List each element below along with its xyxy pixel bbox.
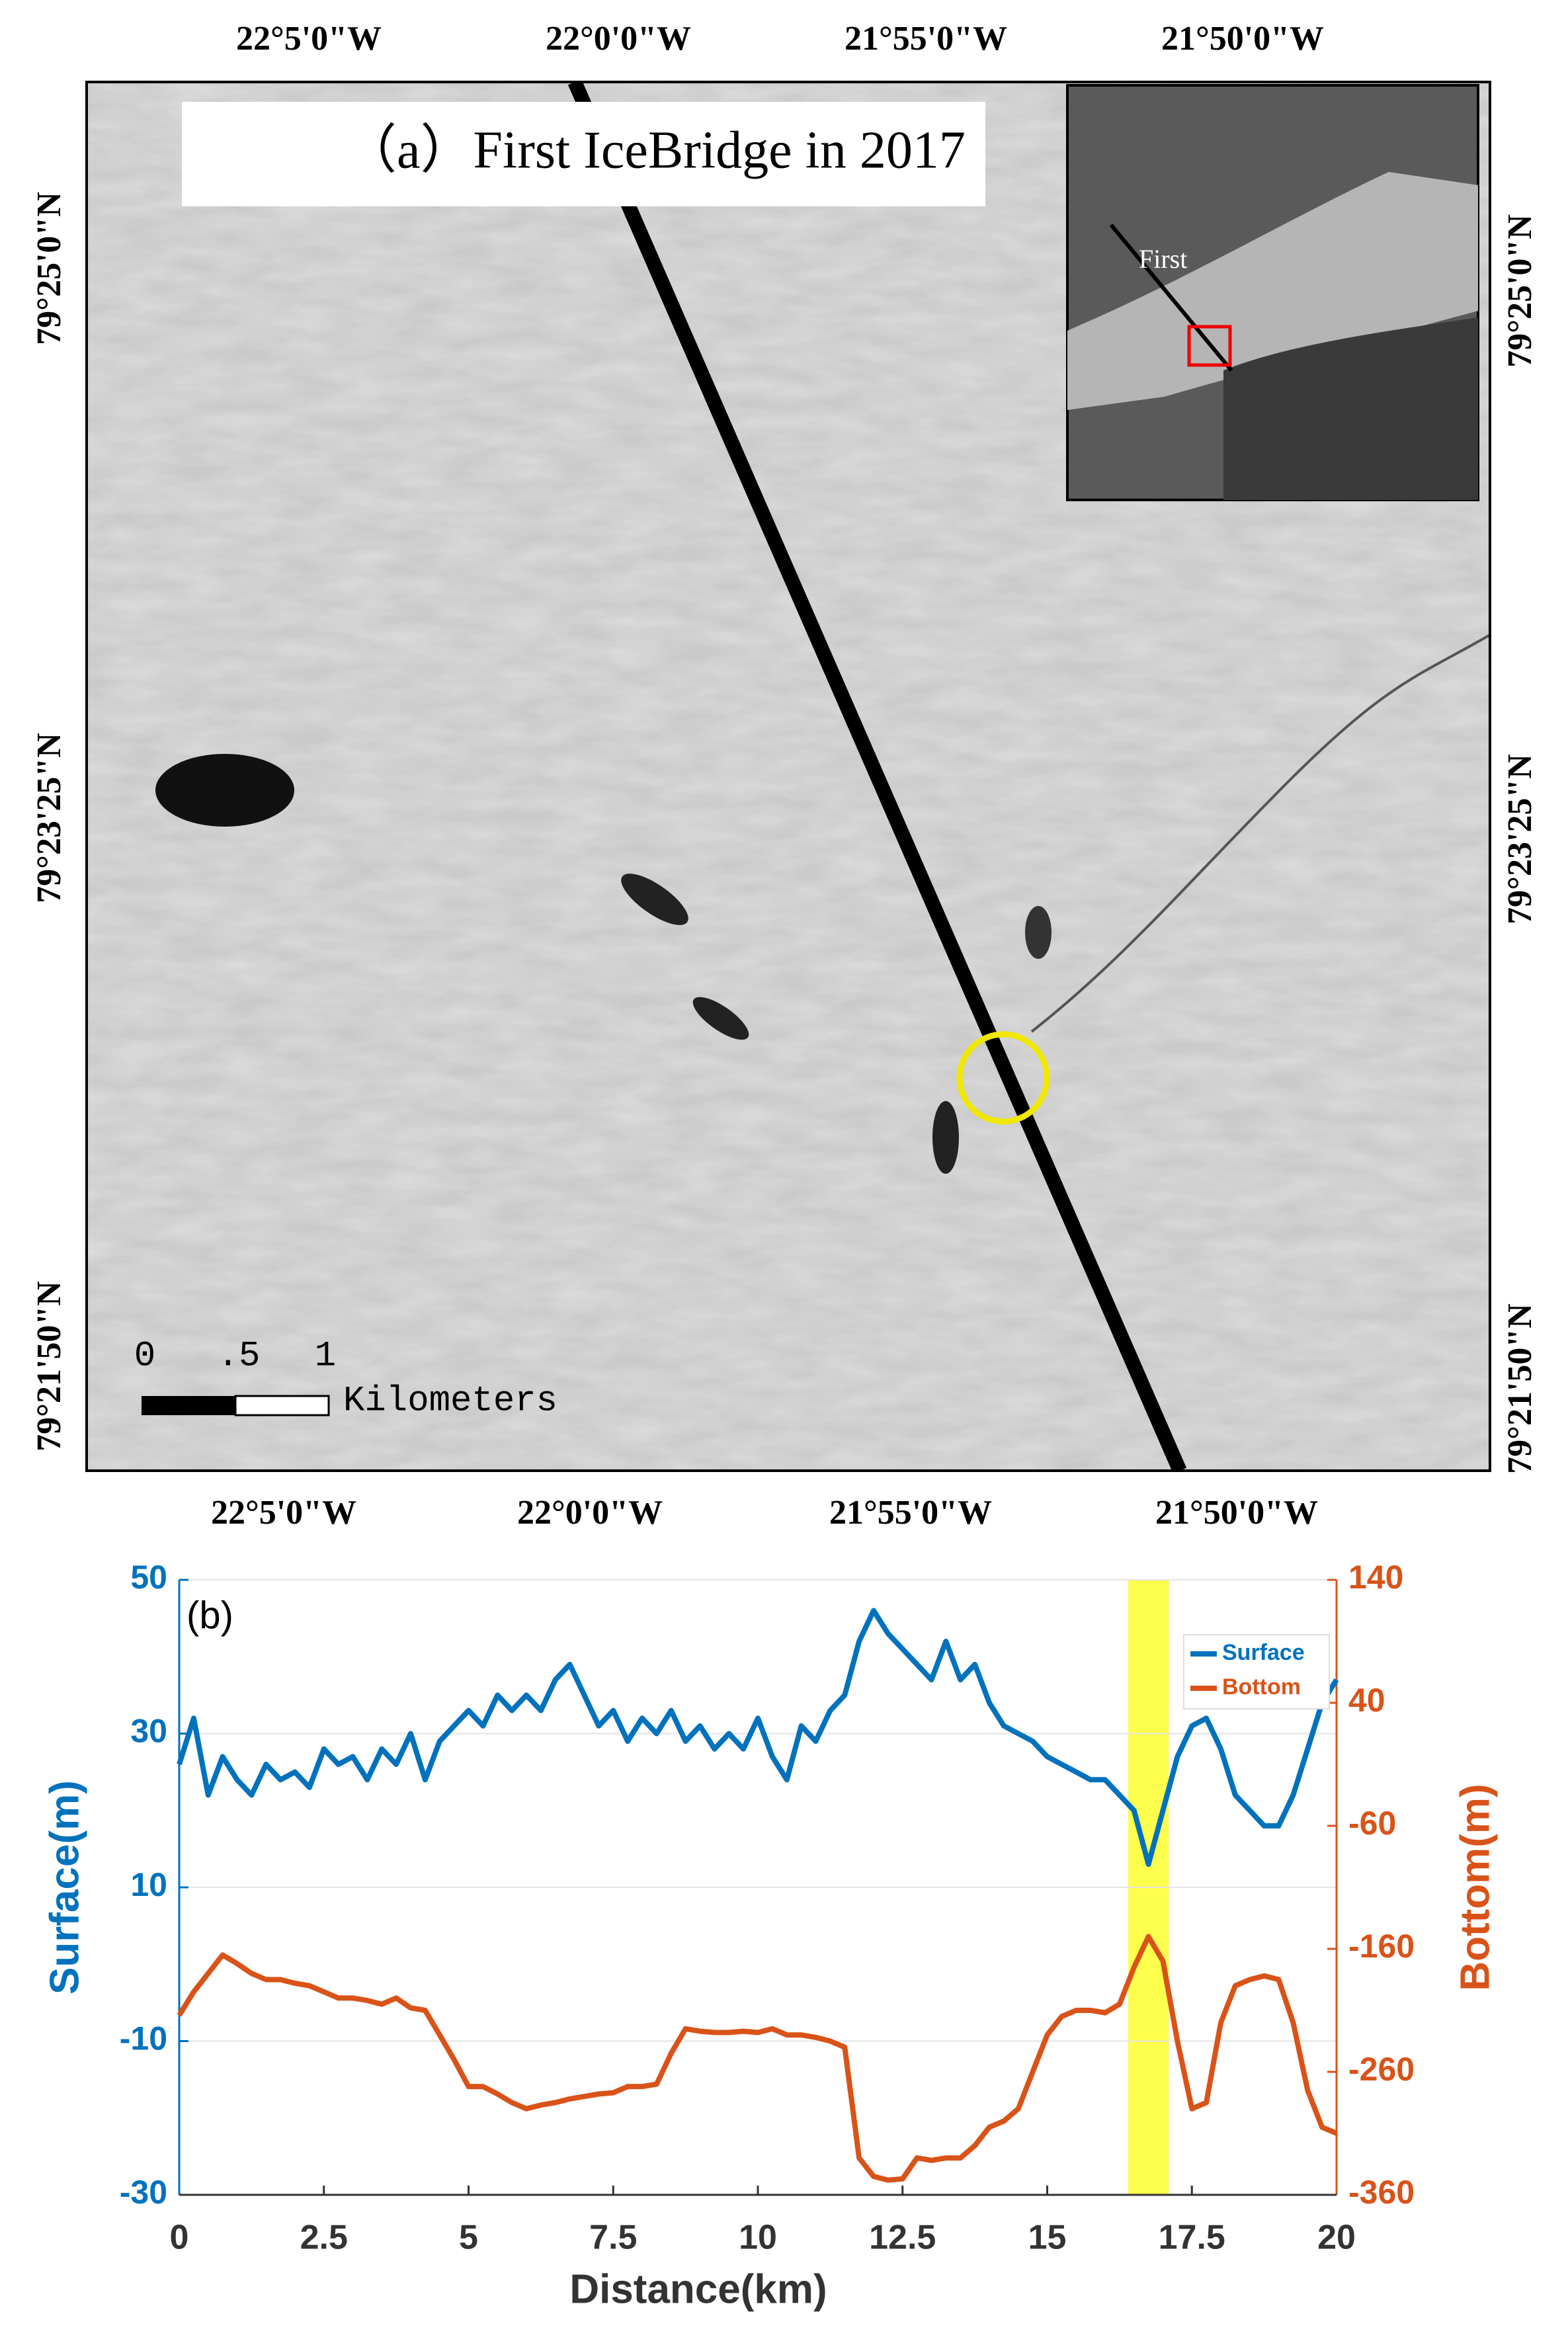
x-tick-label: 10 [739,2219,777,2257]
y2-tick-label: -360 [1348,2174,1415,2211]
y2-tick-label: 140 [1348,1559,1403,1596]
y2-tick-label: -260 [1348,2051,1415,2088]
y-tick-label: -30 [120,2174,167,2211]
y-tick-label: 30 [130,1713,167,1750]
x-tick-label: 20 [1317,2219,1356,2257]
scale-segment [142,1396,235,1415]
y2-tick-label: 40 [1348,1682,1385,1719]
lon-label: 22°5'0"W [236,20,382,58]
scale-segment [234,1395,330,1416]
x-tick-label: 5 [459,2219,478,2257]
lat-label: 79°23'25"N [30,733,68,903]
lat-label: 79°25'0"N [30,192,68,345]
legend-label: Bottom [1222,1674,1301,1700]
x-tick-label: 12.5 [869,2219,936,2257]
y-tick-label: 10 [130,1866,167,1903]
channel [1030,634,1490,1033]
dark-patch [692,997,749,1040]
flight-line [567,82,1187,1471]
lon-label: 21°50'0"W [1155,1494,1318,1532]
y-axis-label: Surface(m) [42,1780,87,1994]
dark-patch [621,874,688,925]
inset: First [1066,84,1479,501]
legend-box [1183,1634,1330,1709]
lat-label: 79°23'25"N [1501,754,1539,924]
series-line [177,1608,1339,1867]
lon-label: 22°5'0"W [211,1494,356,1532]
title-box [182,102,985,206]
inset-ice [1067,172,1478,410]
y2-tick-label: -160 [1348,1928,1415,1965]
dark-patch [1025,906,1052,959]
inset-flight-line [1109,224,1233,372]
x-tick-label: 2.5 [300,2219,348,2257]
map-title: （a）First IceBridge in 2017 [344,121,966,179]
dark-patch [932,1101,959,1174]
map-panel: （a）First IceBridge in 2017 First 0 .5 1 … [30,20,1539,1532]
scale-bar: 0 .5 1 Kilometers [134,1336,557,1421]
inset-land [1223,317,1478,500]
line-chart: -30 -10 10 30 50 -360 -260 -160 -60 40 140 0 2.5 5 7.5… [42,1559,1498,2312]
legend-label: Surface [1222,1640,1305,1665]
x-tick-label: 0 [170,2219,189,2257]
lat-label: 79°21'50"N [1501,1303,1539,1474]
scale-unit: Kilometers [343,1381,557,1421]
dark-lake [155,754,294,827]
x-axis-label: Distance(km) [569,2266,827,2312]
highlight-circle [956,1031,1050,1125]
series-line [177,1934,1338,2183]
y-tick-label: -10 [120,2020,167,2057]
scale-label: 1 [315,1336,336,1376]
lon-label: 21°55'0"W [829,1494,992,1532]
map-frame [85,81,1491,1472]
y2-tick-label: -60 [1348,1805,1396,1842]
x-tick-label: 15 [1028,2219,1067,2257]
panel-label: (b) [186,1594,233,1637]
y-tick-label: 50 [130,1559,167,1596]
y2-axis-label: Bottom(m) [1452,1784,1498,1990]
scale-label: .5 [218,1336,261,1376]
scale-label: 0 [134,1336,155,1376]
x-tick-label: 7.5 [589,2219,637,2257]
lon-label: 21°50'0"W [1161,20,1324,58]
lon-label: 22°0'0"W [517,1494,663,1532]
inset-label: First [1139,244,1187,274]
x-tick-label: 17.5 [1159,2219,1225,2257]
inset-box [1187,325,1232,367]
lon-label: 22°0'0"W [546,20,691,58]
lat-label: 79°25'0"N [1501,214,1539,368]
lon-label: 21°55'0"W [845,20,1007,58]
lat-label: 79°21'50"N [30,1281,68,1452]
